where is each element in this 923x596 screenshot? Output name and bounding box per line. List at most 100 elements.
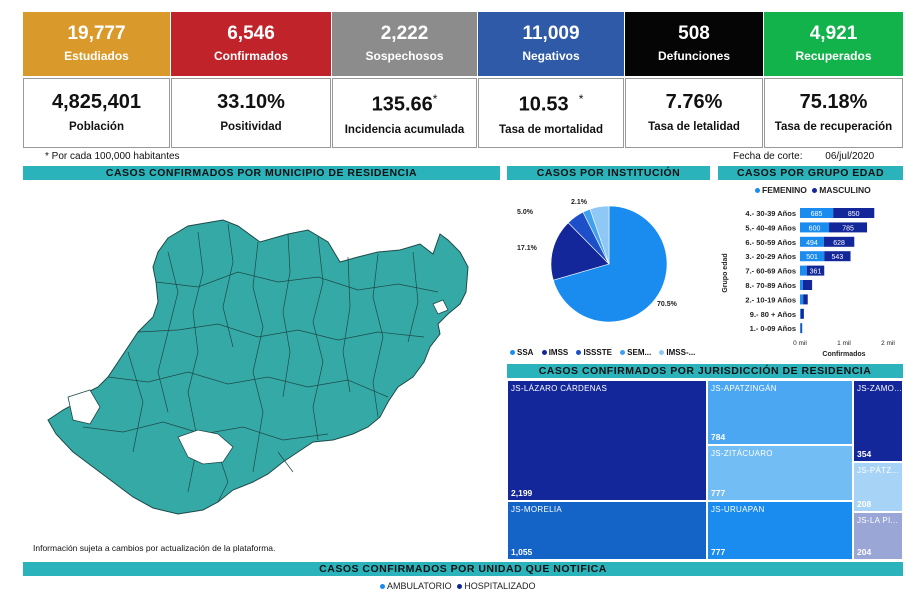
x-tick-label: 2 mil (881, 340, 895, 347)
bar-masculino (806, 265, 825, 276)
treemap-cell-name: JS-APATZINGÁN (711, 384, 777, 393)
treemap-cell[interactable]: JS-URUAPAN 777 (707, 501, 853, 560)
stat-value: 10.53 * (479, 87, 623, 117)
stat-value: 33.10% (217, 91, 285, 113)
y-axis-label: Grupo edad (722, 253, 729, 292)
institucion-legend: SSA IMSS ISSSTE SEM... IMSS-... (510, 348, 710, 360)
treemap-cell-value: 354 (857, 449, 872, 459)
stat-recuperacion: 75.18% Tasa de recuperación (764, 78, 903, 148)
cutoff-value: 06/jul/2020 (825, 151, 875, 162)
asterisk-mark: * (432, 92, 438, 107)
legend-masculino: MASCULINO (812, 185, 871, 195)
pie-label-1: 17.1% (517, 245, 538, 252)
treemap-cell-name: JS-URUAPAN (711, 505, 765, 514)
pie-label-2: 5.0% (517, 209, 534, 216)
treemap-cell[interactable]: JS-PÁTZ... 208 (853, 462, 903, 512)
treemap-cell-value: 1,055 (511, 547, 533, 557)
stat-positividad: 33.10% Positividad (171, 78, 331, 148)
stat-mortalidad: 10.53 * Tasa de mortalidad (478, 78, 624, 148)
legend-dot (510, 350, 515, 356)
bar-masculino (803, 294, 808, 305)
section-institucion: CASOS POR INSTITUCIÓN (507, 166, 710, 180)
legend-imss: IMSS (541, 348, 569, 357)
map-hole-east (432, 299, 449, 315)
kpi-label: Sospechosos (365, 49, 444, 63)
treemap-cell-value: 208 (857, 499, 872, 509)
treemap-cell[interactable]: JS-LÁZARO CÁRDENAS 2,199 (507, 380, 707, 501)
treemap-cell[interactable]: JS-ZAMO... 354 (853, 380, 903, 462)
bar-label-masculino: 785 (842, 225, 854, 232)
edad-bar-chart: Grupo edad 4.- 30-39 Años 685 850 5.- 40-49 … (722, 208, 895, 358)
bar-masculino (801, 323, 803, 334)
category-label: 5.- 40-49 Años (745, 223, 796, 232)
kpi-value: 6,546 (227, 23, 275, 44)
treemap-cell-value: 784 (711, 432, 726, 442)
kpi-confirmados: 6,546 Confirmados (171, 12, 331, 76)
section-unidad: CASOS CONFIRMADOS POR UNIDAD QUE NOTIFIC… (23, 562, 903, 576)
treemap-cell-name: JS-MORELIA (511, 505, 563, 514)
bar-label-masculino: 628 (833, 240, 845, 247)
edad-legend: FEMENINO MASCULINO (755, 185, 871, 195)
stat-incidencia: 135.66* Incidencia acumulada (332, 78, 477, 148)
michoacan-state-shape (47, 219, 469, 515)
treemap-cell[interactable]: JS-APATZINGÁN 784 (707, 380, 853, 445)
kpi-value: 19,777 (67, 23, 126, 44)
map-hole-lake (177, 429, 234, 465)
x-tick-label: 0 mil (793, 340, 807, 347)
bar-femenino (800, 222, 830, 233)
jurisdiccion-treemap: JS-LÁZARO CÁRDENAS 2,199 JS-MORELIA 1,055 JS… (507, 380, 903, 560)
bar-label-masculino: 850 (848, 211, 860, 218)
category-label: 6.- 50-59 Años (745, 238, 796, 247)
treemap-cell[interactable]: JS-ZITÁCUARO 777 (707, 445, 853, 501)
stat-label: Tasa de recuperación (774, 121, 893, 133)
category-label: 2.- 10-19 Años (745, 295, 796, 304)
bar-masculino (824, 251, 851, 262)
kpi-label: Negativos (522, 49, 580, 63)
legend-ambulatorio: AMBULATORIO (380, 581, 452, 591)
bar-label-masculino: 543 (832, 254, 844, 261)
legend-femenino: FEMENINO (755, 185, 807, 195)
treemap-cell[interactable]: JS-MORELIA 1,055 (507, 501, 707, 560)
pie-slice-0 (552, 205, 668, 323)
kpi-estudiados: 19,777 Estudiados (23, 12, 170, 76)
stat-label: Tasa de mortalidad (499, 123, 603, 136)
bar-femenino (800, 294, 804, 305)
bar-label-masculino: 361 (810, 269, 822, 276)
stat-label: Tasa de letalidad (648, 121, 740, 133)
legend-label: FEMENINO (762, 185, 807, 195)
cutoff-date: Fecha de corte: 06/jul/2020 (733, 151, 874, 162)
section-edad: CASOS POR GRUPO EDAD (718, 166, 903, 180)
legend-dot (620, 350, 626, 356)
kpi-defunciones: 508 Defunciones (625, 12, 763, 76)
cutoff-label: Fecha de corte: (733, 151, 803, 162)
legend-sem: SEM... (620, 348, 651, 357)
legend-dot (457, 584, 463, 590)
legend-label: HOSPITALIZADO (464, 581, 536, 591)
treemap-cell-value: 777 (711, 547, 726, 557)
bar-femenino (800, 265, 807, 276)
legend-dot (541, 350, 547, 356)
treemap-cell-name: JS-ZITÁCUARO (711, 449, 773, 458)
legend-label: AMBULATORIO (387, 581, 452, 591)
municipio-borders (82, 223, 439, 503)
institucion-pie-chart: 70.5% 17.1% 5.0% 2.1% (517, 199, 678, 323)
x-axis-label: Confirmados (822, 351, 865, 358)
legend-dot (380, 584, 385, 590)
footnote: * Por cada 100,000 habitantes (45, 151, 180, 162)
treemap-cell-value: 2,199 (511, 488, 533, 498)
bar-label-femenino: 685 (811, 211, 823, 218)
legend-label: MASCULINO (819, 185, 871, 195)
bar-label-femenino: 494 (806, 240, 818, 247)
legend-label: IMSS (548, 348, 569, 357)
stat-value: 75.18% (799, 91, 868, 113)
treemap-cell[interactable]: JS-LA PI... 204 (853, 512, 903, 560)
kpi-label: Confirmados (213, 49, 288, 63)
category-label: 1.- 0-09 Años (750, 324, 796, 333)
bar-label-femenino: 501 (806, 254, 818, 261)
legend-imss-bienestar: IMSS-... (659, 348, 695, 357)
bar-femenino (800, 308, 801, 319)
kpi-value: 2,222 (380, 23, 429, 44)
stat-poblacion: 4,825,401 Población (23, 78, 170, 148)
x-tick-label: 1 mil (837, 340, 851, 347)
category-label: 4.- 30-39 Años (745, 209, 796, 218)
